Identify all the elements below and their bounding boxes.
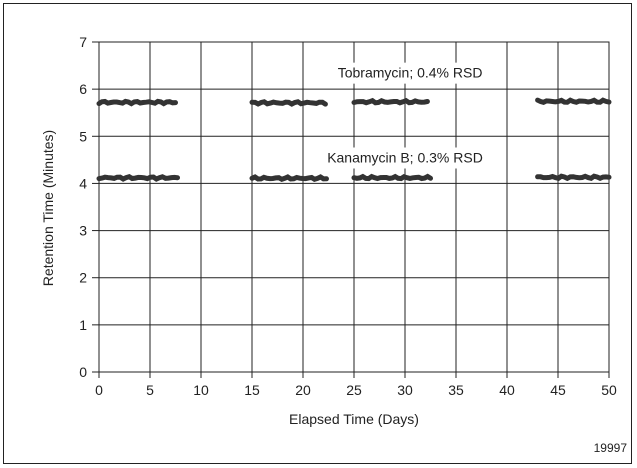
grid (99, 42, 609, 372)
x-tick-label: 45 (550, 382, 566, 398)
x-tick-label: 5 (146, 382, 154, 398)
y-tick-label: 2 (79, 270, 87, 286)
data-series (96, 97, 612, 183)
x-tick-label: 40 (499, 382, 515, 398)
series-segment (249, 174, 329, 183)
y-tick-label: 0 (79, 364, 87, 380)
series-label-bg (331, 62, 489, 84)
y-tick-label: 7 (79, 34, 87, 50)
x-tick-label: 20 (295, 382, 311, 398)
y-tick-label: 1 (79, 317, 87, 333)
series-segment (96, 173, 180, 182)
y-tick-label: 3 (79, 223, 87, 239)
series-label: Tobramycin; 0.4% RSD (338, 65, 483, 81)
x-axis-label: Elapsed Time (Days) (289, 411, 419, 427)
series-segment (351, 173, 433, 182)
x-tick-label: 0 (95, 382, 103, 398)
x-tick-label: 35 (448, 382, 464, 398)
x-tick-label: 25 (346, 382, 362, 398)
x-tick-label: 30 (397, 382, 413, 398)
chart-frame (3, 3, 632, 464)
series-segment (96, 98, 178, 107)
x-tick-label: 10 (193, 382, 209, 398)
x-tick-label: 50 (601, 382, 617, 398)
series-label: Kanamycin B; 0.3% RSD (327, 150, 483, 166)
series-segment (535, 97, 612, 105)
series-labels: Tobramycin; 0.4% RSD Kanamycin B; 0.3% RS… (321, 62, 489, 169)
series-segment (249, 99, 328, 107)
figure-id: 19997 (594, 441, 628, 455)
y-tick-label: 4 (79, 175, 87, 191)
y-tick-label: 6 (79, 81, 87, 97)
y-tick-label: 5 (79, 128, 87, 144)
series-segment (535, 173, 612, 182)
series-segment (351, 97, 430, 106)
y-axis-label: Retention Time (Minutes) (40, 130, 56, 286)
x-tick-label: 15 (244, 382, 260, 398)
series-label-bg (321, 147, 489, 169)
